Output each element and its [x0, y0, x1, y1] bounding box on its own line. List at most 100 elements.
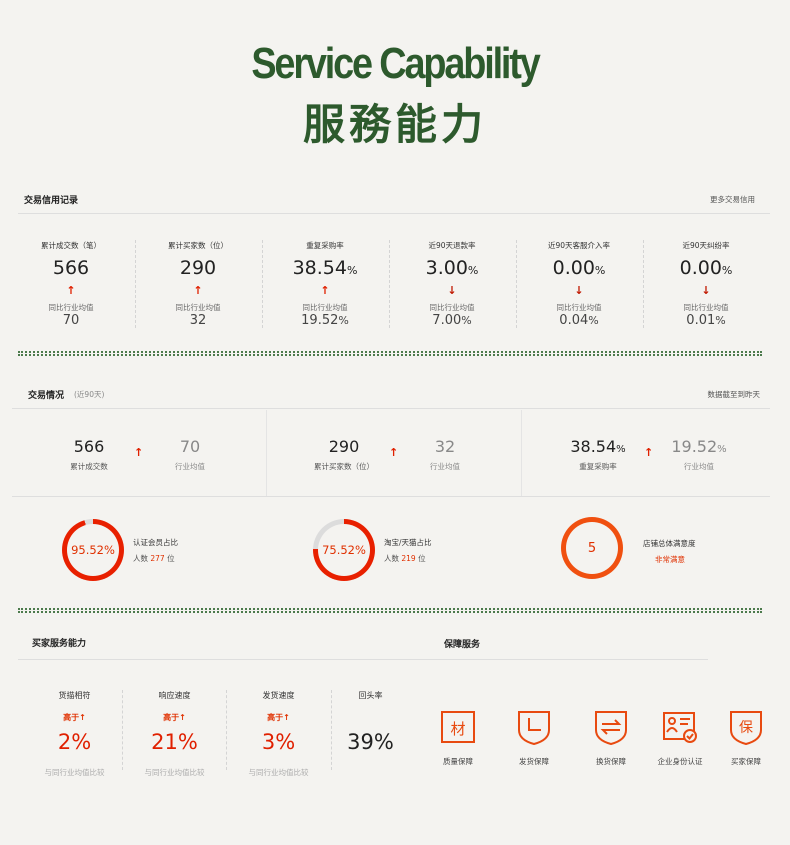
cmp-avg-block: 19.52% 行业均值 [668, 437, 730, 472]
stat-label: 重复采购率 [306, 241, 344, 250]
guarantee-buyer[interactable]: 保 买家保障 [716, 708, 776, 767]
guarantee-delivery[interactable]: 发货保障 [504, 708, 564, 767]
credit-stat: 近90天退款率 3.00% ↓ 同比行业均值 7.00% [389, 240, 515, 329]
stat-avg-value: 7.00% [432, 313, 472, 328]
guarantee-quality[interactable]: 材 质量保障 [428, 708, 488, 767]
stat-value: 3.00% [425, 257, 479, 279]
credit-section-label: 交易信用记录 [24, 196, 79, 206]
cmp-avg-label: 行业均值 [175, 462, 205, 471]
protect-shield-icon: 保 [730, 711, 762, 746]
trade-divider-top [12, 408, 770, 409]
up-arrow-icon: ↑ [193, 284, 203, 297]
credit-stat: 近90天纠纷率 0.00% ↓ 同比行业均值 0.01% [643, 240, 769, 329]
stat-label: 近90天客服介入率 [547, 241, 611, 250]
up-arrow-icon: ↑ [79, 713, 86, 722]
stat-avg-value: 0.01% [686, 313, 726, 328]
buyer-metric-label: 货描相符 [58, 691, 91, 700]
buyer-metric: 发货速度 高于↑ 3% 与同行业均值比较 [226, 690, 331, 778]
ring-sub: 人数 219 位 [384, 554, 426, 563]
cmp-avg: 19.52% [671, 437, 727, 456]
satisfaction-rating: 非常满意 [655, 555, 685, 564]
down-arrow-icon: ↓ [447, 284, 457, 297]
more-credit-link[interactable]: 更多交易信用 [710, 195, 755, 204]
cmp-avg-label: 行业均值 [684, 462, 714, 471]
down-arrow-icon: ↓ [574, 284, 584, 297]
ring-value: 95.52% [67, 524, 119, 576]
id-card-icon [663, 712, 697, 743]
guarantee-label: 发货保障 [519, 757, 549, 766]
stat-value: 0.00% [552, 257, 606, 279]
ring-text: 淘宝/天猫占比 人数 219 位 [384, 537, 432, 564]
trade-section-label: 交易情况 [28, 391, 65, 401]
buyer-separator [122, 690, 123, 770]
ring-text: 认证会员占比 人数 277 位 [133, 537, 178, 564]
svg-text:材: 材 [450, 720, 465, 738]
cmp-value: 566 [73, 437, 105, 456]
stat-avg-value: 19.52% [301, 313, 349, 328]
stat-value: 290 [179, 257, 217, 279]
up-arrow-icon: ↑ [283, 713, 290, 722]
cmp-avg: 32 [434, 437, 456, 456]
higher-badge: 高于↑ [163, 713, 186, 722]
cmp-value: 290 [328, 437, 360, 456]
exchange-shield-icon [595, 711, 627, 746]
stat-separator [135, 240, 136, 328]
up-arrow-icon: ↑ [134, 446, 144, 459]
clock-shield-icon [518, 711, 550, 746]
stat-avg-value: 0.04% [559, 313, 599, 328]
guarantee-enterprise[interactable]: 企业身份认证 [647, 708, 713, 767]
ring-label: 认证会员占比 [133, 538, 178, 547]
stat-separator [262, 240, 263, 328]
green-double-divider [18, 608, 762, 613]
stat-value: 566 [52, 257, 90, 279]
stat-label: 近90天退款率 [428, 241, 476, 250]
cmp-separator [266, 410, 267, 496]
cmp-avg-block: 70 行业均值 [165, 437, 215, 472]
up-arrow-icon: ↑ [66, 284, 76, 297]
cmp-avg-label: 行业均值 [430, 462, 460, 471]
repeat-rate-label: 回头率 [358, 691, 383, 700]
satisfaction-value: 5 [566, 522, 618, 574]
stat-avg-label: 同比行业均值 [556, 303, 602, 312]
up-arrow-icon: ↑ [644, 446, 654, 459]
trade-divider-bottom [12, 496, 770, 497]
material-icon: 材 [441, 711, 475, 743]
buyer-metric-compare: 与同行业均值比较 [248, 768, 309, 777]
up-arrow-icon: ↑ [320, 284, 330, 297]
repeat-rate: 回头率 39% [318, 690, 423, 755]
stat-label: 近90天纠纷率 [682, 241, 730, 250]
buyer-metric: 货描相符 高于↑ 2% 与同行业均值比较 [22, 690, 127, 778]
buyer-metric-label: 发货速度 [262, 691, 295, 700]
buyer-separator [331, 690, 332, 770]
stat-label: 累计成交数（笔） [41, 241, 101, 250]
up-arrow-icon: ↑ [179, 713, 186, 722]
guarantee-exchange[interactable]: 换货保障 [581, 708, 641, 767]
buyer-metric-compare: 与同行业均值比较 [44, 768, 105, 777]
stat-avg-value: 32 [189, 313, 207, 328]
taobao-ratio-ring: 75.52% [313, 519, 375, 581]
stat-separator [389, 240, 390, 328]
cmp-value: 38.54% [570, 437, 626, 456]
guarantee-label: 换货保障 [596, 757, 626, 766]
stat-value: 38.54% [292, 257, 358, 279]
ring-label: 淘宝/天猫占比 [384, 538, 432, 547]
buyer-separator [226, 690, 227, 770]
ring-value: 75.52% [318, 524, 370, 576]
page-title-english: Service Capability [251, 39, 540, 88]
credit-stat: 近90天客服介入率 0.00% ↓ 同比行业均值 0.04% [516, 240, 642, 329]
ring-sub: 人数 277 位 [133, 554, 175, 563]
buyer-metric-value: 3% [261, 730, 296, 754]
buyer-metric-label: 响应速度 [158, 691, 191, 700]
buyer-service-label: 买家服务能力 [32, 639, 87, 649]
cmp-avg: 70 [179, 437, 201, 456]
cmp-separator [521, 410, 522, 496]
page-title-chinese: 服務能力 [302, 100, 487, 149]
satisfaction-text: 店铺总体满意度 非常满意 [643, 538, 696, 565]
cmp-value-block: 290 累计买家数（位） [308, 437, 380, 472]
cmp-label: 重复采购率 [579, 462, 617, 471]
repeat-rate-value: 39% [347, 730, 394, 754]
up-arrow-icon: ↑ [389, 446, 399, 459]
stat-avg-value: 70 [62, 313, 80, 328]
buyer-metric-value: 21% [151, 730, 198, 754]
guarantee-label: 质量保障 [443, 757, 473, 766]
